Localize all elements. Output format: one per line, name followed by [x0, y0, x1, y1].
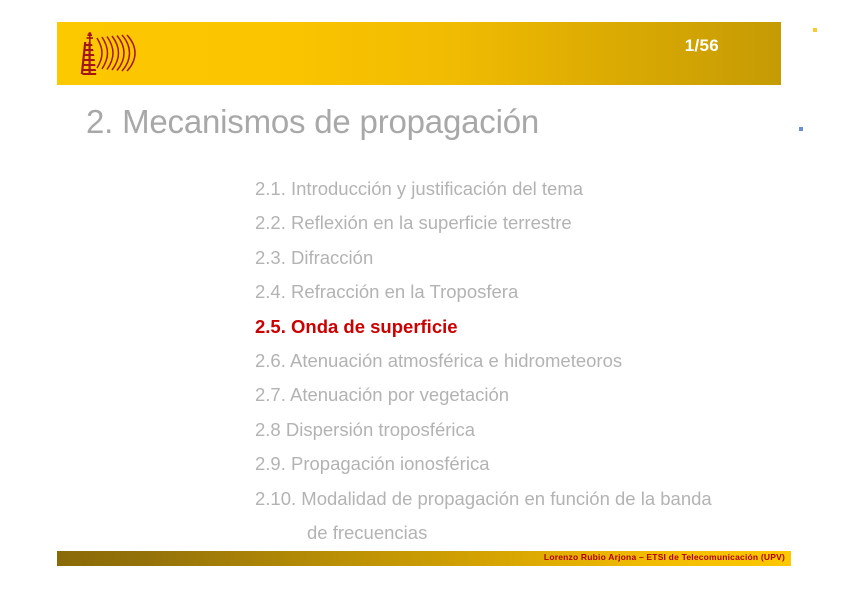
outline-item-2: 2.2. Reflexión en la superficie terrestr… — [255, 212, 572, 234]
artifact-dot-yellow — [813, 28, 817, 32]
radio-tower-antenna-icon — [75, 32, 155, 80]
outline-item-10-continuation: de frecuencias — [307, 522, 428, 544]
outline-item-5-current: 2.5. Onda de superficie — [255, 315, 458, 337]
outline-item-7: 2.7. Atenuación por vegetación — [255, 384, 510, 406]
artifact-dot-blue — [799, 127, 803, 131]
slide-title: 2. Mecanismos de propagación — [86, 103, 540, 140]
outline-item-4: 2.4. Refracción en la Troposfera — [255, 281, 519, 303]
footer-credit: Lorenzo Rubio Arjona – ETSI de Telecomun… — [543, 552, 785, 562]
outline-item-3: 2.3. Difracción — [255, 246, 374, 268]
slide-page-number: 1/56 — [684, 36, 719, 55]
outline-list: 2.1. Introducción y justificación del te… — [255, 172, 815, 550]
slide-footer-bar: Lorenzo Rubio Arjona – ETSI de Telecomun… — [57, 551, 791, 566]
outline-item-8: 2.8 Dispersión troposférica — [255, 418, 476, 440]
outline-item-1: 2.1. Introducción y justificación del te… — [255, 178, 584, 199]
outline-item-10: 2.10. Modalidad de propagación en funció… — [255, 487, 712, 509]
outline-item-9: 2.9. Propagación ionosférica — [255, 453, 490, 475]
slide-header-bar: 1/56 — [57, 22, 781, 85]
outline-item-6: 2.6. Atenuación atmosférica e hidrometeo… — [255, 350, 623, 372]
